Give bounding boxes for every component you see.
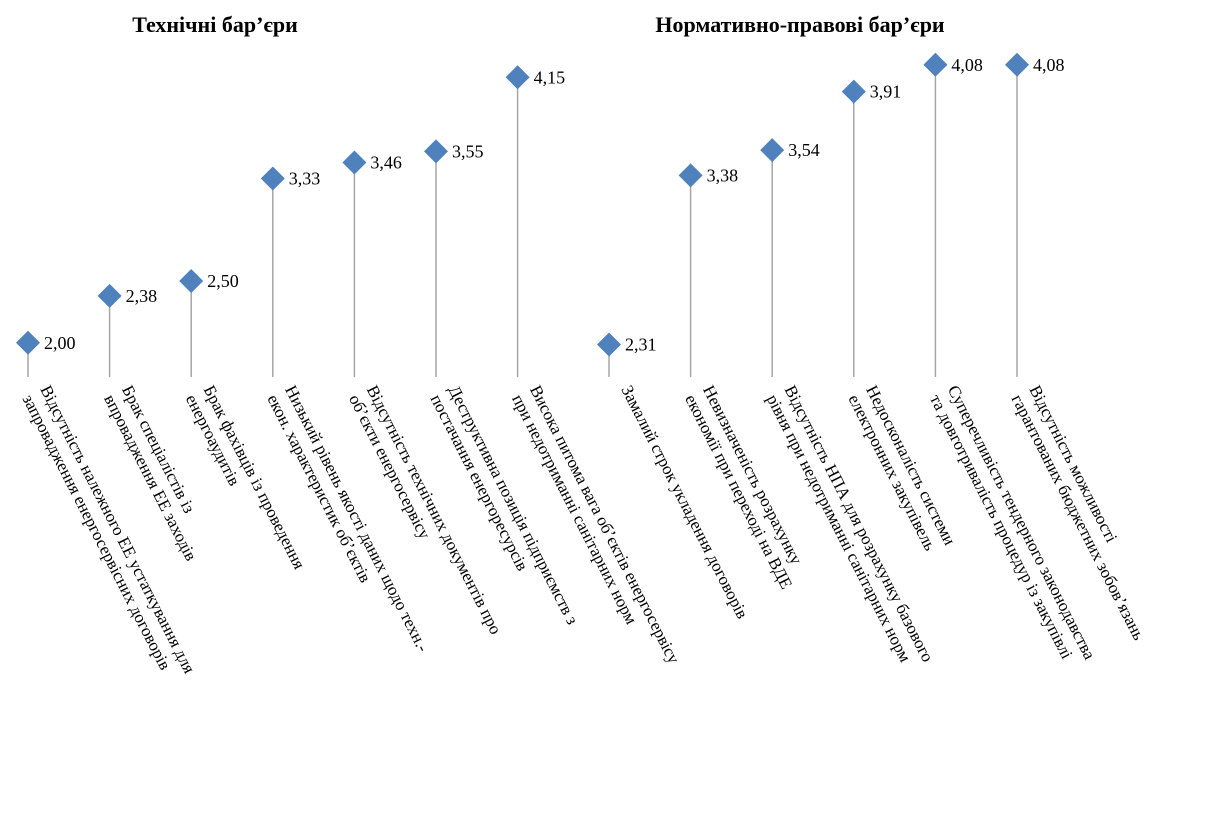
value-label: 3,33 [289,169,321,189]
marker [505,65,530,90]
chart-title: Технічні бар’єри [132,12,298,37]
value-label: 2,38 [126,286,158,306]
value-label: 3,55 [452,142,484,162]
value-label: 4,15 [534,67,566,87]
value-label: 3,38 [707,165,739,185]
marker [260,166,285,191]
marker [179,269,204,294]
marker [760,138,785,163]
value-label: 4,08 [951,55,983,75]
marker [1005,52,1029,77]
marker [97,283,122,308]
marker [342,150,367,175]
marker [597,332,621,357]
category-line: при недотриманні санітарних норм [508,391,641,627]
marker [424,139,448,164]
value-label: 3,91 [870,82,902,102]
value-label: 2,50 [207,271,239,291]
marker [841,79,866,104]
value-label: 4,08 [1033,55,1065,75]
marker [678,163,703,188]
category-line: Висока питома вага об’єктів енергосервіс… [526,382,684,667]
value-label: 2,00 [44,333,76,353]
value-label: 3,46 [370,153,402,173]
chart-title: Нормативно-правові бар’єри [655,12,945,37]
marker [16,330,40,355]
value-label: 3,54 [788,140,820,160]
value-label: 2,31 [625,335,657,355]
marker [923,52,948,77]
